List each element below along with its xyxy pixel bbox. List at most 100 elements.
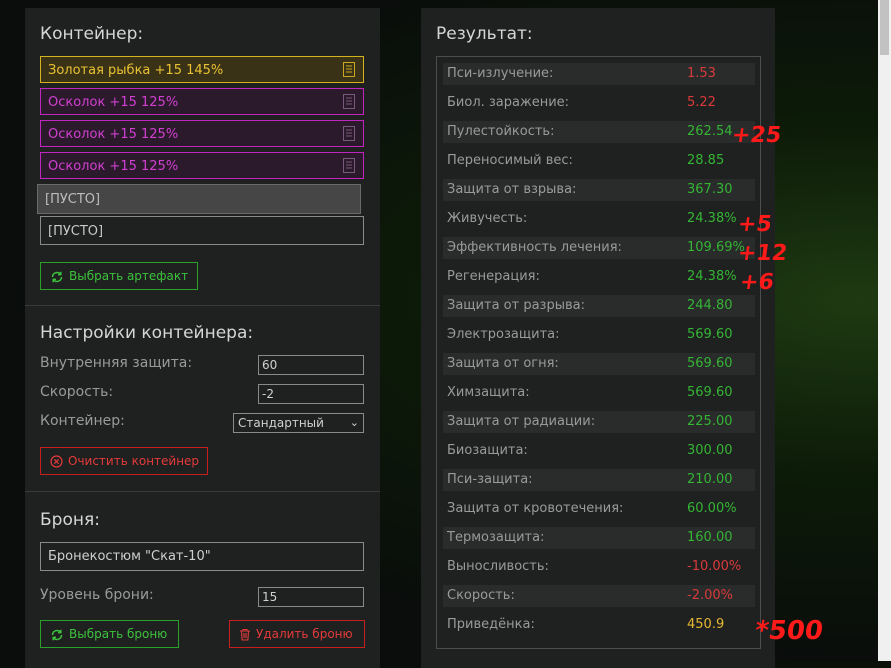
- document-icon: [343, 126, 355, 141]
- result-name: Пулестойкость:: [447, 124, 555, 139]
- result-name: Пси-излучение:: [447, 66, 554, 81]
- results-title: Результат:: [436, 24, 533, 44]
- result-value: -2.00%: [687, 588, 733, 603]
- result-row: Защита от огня: 569.60: [443, 353, 755, 375]
- settings-panel: Контейнер: Золотая рыбка +15 145% Осколо…: [25, 8, 380, 668]
- result-name: Скорость:: [447, 588, 515, 603]
- result-row: Термозащита: 160.00: [443, 527, 755, 549]
- armor-title: Броня:: [40, 510, 100, 530]
- result-row: Защита от кровотечения: 60.00%: [443, 498, 755, 520]
- document-icon: [343, 158, 355, 173]
- result-value: 24.38%: [687, 211, 737, 226]
- result-value: 28.85: [687, 153, 725, 168]
- container-slot-5[interactable]: [ПУСТО]: [37, 184, 361, 214]
- result-name: Регенерация:: [447, 269, 540, 284]
- chevron-down-icon: ⌄: [349, 416, 359, 429]
- container-type-select[interactable]: Стандартный ⌄: [233, 413, 364, 433]
- divider: [25, 491, 380, 492]
- container-slot-3[interactable]: Осколок +15 125%: [40, 120, 364, 147]
- speed-input[interactable]: -2: [258, 384, 364, 404]
- result-row: Защита от взрыва: 367.30: [443, 179, 755, 201]
- result-row: Скорость: -2.00%: [443, 585, 755, 607]
- slot-label: [ПУСТО]: [48, 224, 104, 239]
- close-circle-icon: [50, 455, 63, 468]
- clear-container-button[interactable]: Очистить контейнер: [40, 447, 208, 475]
- delete-armor-label: Удалить броню: [256, 627, 353, 641]
- annotation: +5: [736, 212, 774, 237]
- result-value: 262.54: [687, 124, 733, 139]
- select-armor-label: Выбрать броню: [69, 627, 168, 641]
- container-type-label: Контейнер:: [40, 413, 125, 429]
- annotation: +12: [736, 241, 789, 266]
- result-value: 367.30: [687, 182, 733, 197]
- result-name: Химзащита:: [447, 385, 530, 400]
- result-row: Пулестойкость: 262.54: [443, 121, 755, 143]
- result-value: 24.38%: [687, 269, 737, 284]
- result-row: Живучесть: 24.38%: [443, 208, 755, 230]
- speed-label: Скорость:: [40, 384, 114, 400]
- container-slot-2[interactable]: Осколок +15 125%: [40, 88, 364, 115]
- result-name: Защита от радиации:: [447, 414, 596, 429]
- result-name: Биозащита:: [447, 443, 528, 458]
- result-row: Эффективность лечения: 109.69%: [443, 237, 755, 259]
- result-value: 225.00: [687, 414, 733, 429]
- result-row: Выносливость: -10.00%: [443, 556, 755, 578]
- result-row: Биол. заражение: 5.22: [443, 92, 755, 114]
- result-name: Эффективность лечения:: [447, 240, 622, 255]
- result-row: Приведёнка: 450.9: [443, 614, 755, 636]
- slot-label: Осколок +15 125%: [48, 159, 179, 174]
- result-value: -10.00%: [687, 559, 742, 574]
- annotation: +25: [730, 123, 783, 148]
- result-name: Электрозащита:: [447, 327, 560, 342]
- result-name: Защита от кровотечения:: [447, 501, 624, 516]
- page-scrollbar-thumb[interactable]: [880, 0, 889, 55]
- result-name: Выносливость:: [447, 559, 549, 574]
- inner-protection-label: Внутренняя защита:: [40, 355, 193, 371]
- document-icon: [343, 94, 355, 109]
- result-row: Регенерация: 24.38%: [443, 266, 755, 288]
- container-settings-title: Настройки контейнера:: [40, 323, 254, 343]
- result-row: Электрозащита: 569.60: [443, 324, 755, 346]
- armor-level-label: Уровень брони:: [40, 587, 154, 603]
- result-name: Защита от огня:: [447, 356, 559, 371]
- slot-label: Осколок +15 125%: [48, 95, 179, 110]
- result-row: Защита от разрыва: 244.80: [443, 295, 755, 317]
- result-value: 569.60: [687, 385, 733, 400]
- result-value: 60.00%: [687, 501, 737, 516]
- result-row: Пси-излучение: 1.53: [443, 63, 755, 85]
- slot-label: [ПУСТО]: [45, 192, 101, 207]
- delete-armor-button[interactable]: Удалить броню: [229, 620, 365, 648]
- result-row: Химзащита: 569.60: [443, 382, 755, 404]
- inner-protection-input[interactable]: 60: [258, 355, 364, 375]
- select-artifact-label: Выбрать артефакт: [69, 269, 189, 283]
- result-value: 569.60: [687, 356, 733, 371]
- result-name: Приведёнка:: [447, 617, 535, 632]
- annotation: +6: [738, 270, 776, 295]
- result-value: 450.9: [687, 617, 725, 632]
- page-scrollbar[interactable]: [878, 0, 891, 661]
- select-artifact-button[interactable]: Выбрать артефакт: [40, 262, 198, 290]
- divider: [25, 305, 380, 306]
- result-value: 109.69%: [687, 240, 745, 255]
- container-slot-6[interactable]: [ПУСТО]: [40, 216, 364, 245]
- result-name: Переносимый вес:: [447, 153, 573, 168]
- container-slot-4[interactable]: Осколок +15 125%: [40, 152, 364, 179]
- result-name: Пси-защита:: [447, 472, 533, 487]
- select-armor-button[interactable]: Выбрать броню: [40, 620, 179, 648]
- result-row: Пси-защита: 210.00: [443, 469, 755, 491]
- refresh-icon: [51, 629, 63, 640]
- trash-icon: [240, 628, 250, 641]
- result-name: Защита от разрыва:: [447, 298, 585, 313]
- armor-level-input[interactable]: 15: [258, 587, 364, 607]
- result-value: 569.60: [687, 327, 733, 342]
- result-row: Биозащита: 300.00: [443, 440, 755, 462]
- result-name: Термозащита:: [447, 530, 545, 545]
- document-icon: [343, 62, 355, 77]
- container-title: Контейнер:: [40, 24, 144, 44]
- container-slot-1[interactable]: Золотая рыбка +15 145%: [40, 56, 364, 83]
- slot-label: Осколок +15 125%: [48, 127, 179, 142]
- slot-label: Золотая рыбка +15 145%: [48, 63, 224, 78]
- results-table: Пси-излучение: 1.53 Биол. заражение: 5.22 Пу…: [436, 56, 761, 649]
- result-row: Переносимый вес: 28.85: [443, 150, 755, 172]
- armor-name-field[interactable]: Бронекостюм "Скат-10": [40, 542, 364, 571]
